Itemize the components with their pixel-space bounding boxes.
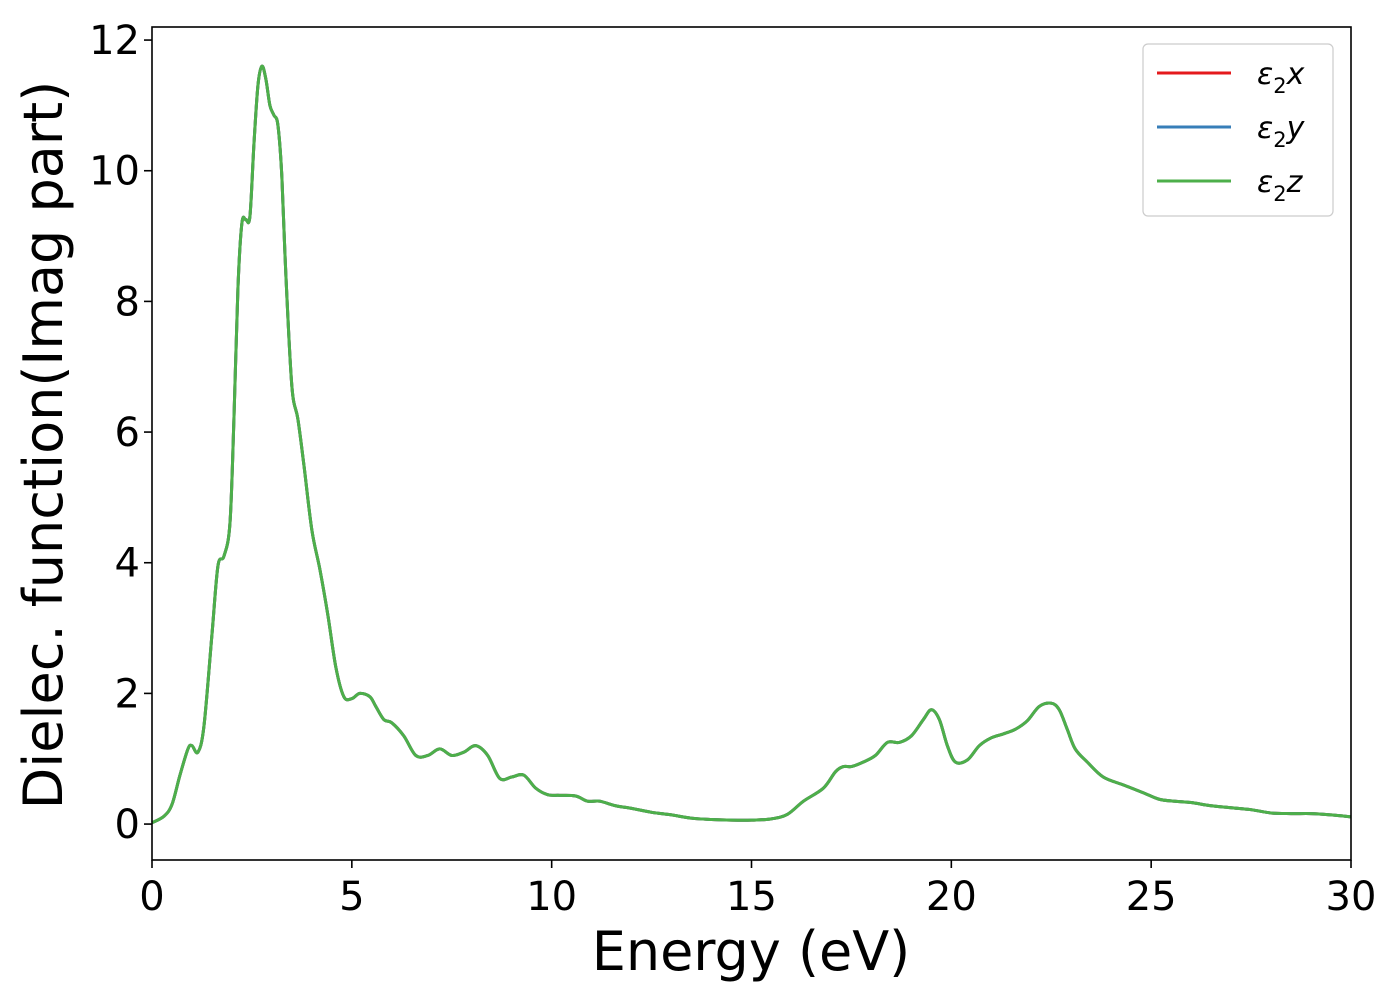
y-tick-label: 10 bbox=[89, 149, 140, 195]
x-axis-title: Energy (eV) bbox=[592, 920, 911, 983]
y-tick-label: 8 bbox=[115, 279, 140, 325]
y-tick-label: 4 bbox=[115, 541, 140, 587]
x-tick-label: 15 bbox=[726, 874, 777, 920]
y-axis-ticks: 0 2 4 6 8 10 12 bbox=[89, 18, 152, 848]
y-tick-label: 6 bbox=[115, 410, 140, 456]
x-tick-label: 0 bbox=[139, 874, 164, 920]
x-tick-label: 25 bbox=[1126, 874, 1177, 920]
x-tick-label: 20 bbox=[926, 874, 977, 920]
x-tick-label: 5 bbox=[339, 874, 364, 920]
legend-box bbox=[1142, 43, 1334, 217]
y-axis-title: Dielec. function(Imag part) bbox=[12, 81, 75, 810]
legend-label-z: ε2z bbox=[1257, 165, 1304, 206]
legend: ε2x ε2y ε2z bbox=[1142, 43, 1334, 217]
y-tick-label: 12 bbox=[89, 18, 140, 64]
x-tick-label: 10 bbox=[526, 874, 577, 920]
legend-label-x: ε2x bbox=[1257, 57, 1305, 98]
series-line-z bbox=[151, 64, 1352, 825]
y-tick-label: 0 bbox=[115, 802, 140, 848]
legend-label-y: ε2y bbox=[1257, 111, 1306, 152]
x-axis-ticks: 0 5 10 15 20 25 30 bbox=[139, 860, 1376, 920]
y-tick-label: 2 bbox=[115, 671, 140, 717]
x-tick-label: 30 bbox=[1326, 874, 1377, 920]
plot-lines bbox=[151, 64, 1352, 825]
